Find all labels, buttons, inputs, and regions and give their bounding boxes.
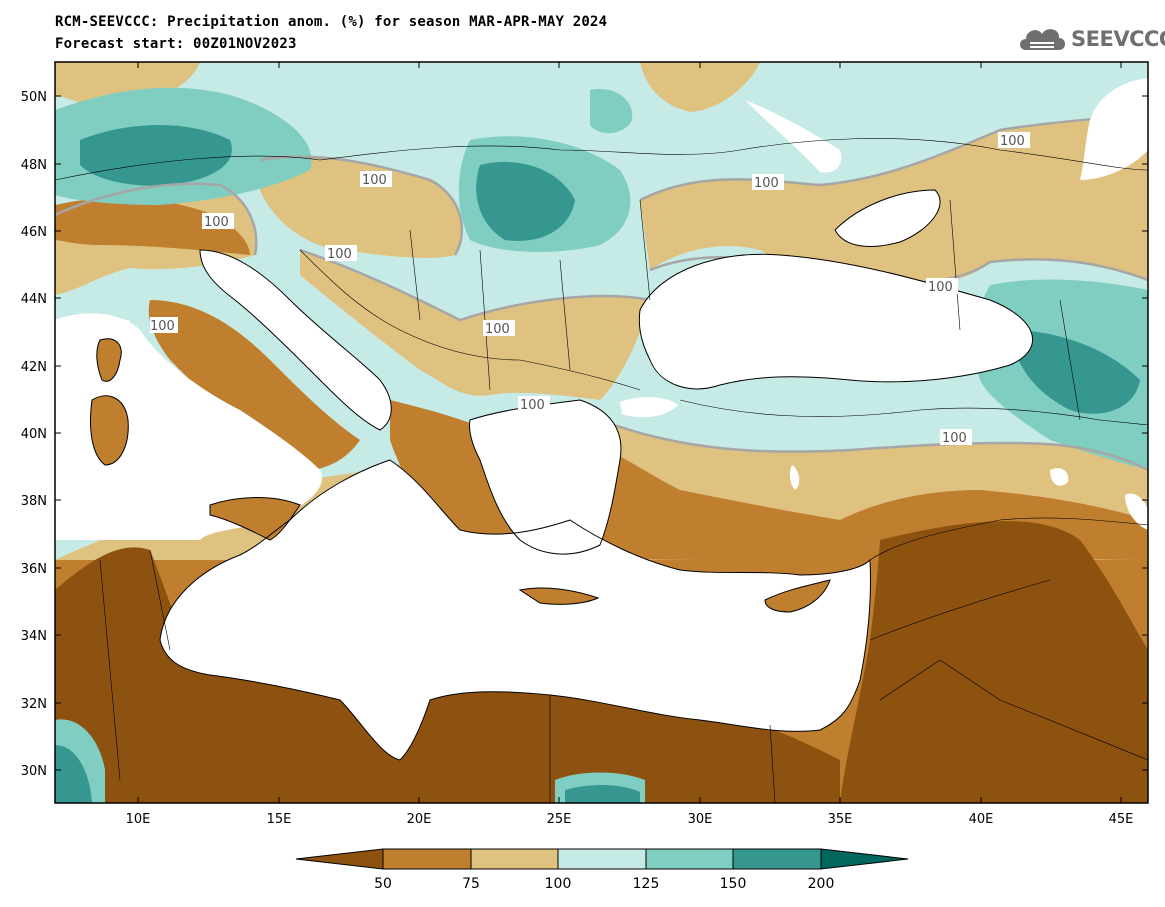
lat-label: 42N: [21, 360, 47, 375]
coastlines: [90, 189, 1034, 761]
longitude-axis: [137, 62, 1122, 803]
lon-label: 30E: [688, 812, 713, 827]
colorbar-label: 150: [720, 876, 747, 892]
contour-label: 100: [327, 247, 352, 262]
colorbar-segment-above-200: [820, 848, 909, 870]
colorbar-label: 75: [462, 876, 480, 892]
field-125-150-north: [590, 89, 633, 134]
lon-label: 15E: [267, 812, 292, 827]
contour-label: 100: [928, 280, 953, 295]
lat-label: 30N: [21, 764, 47, 779]
field-150-200-caucasus: [1010, 330, 1140, 414]
lon-label: 10E: [126, 812, 151, 827]
latitude-axis: [55, 95, 1148, 771]
seevccc-logo: SEEVCCC: [1016, 22, 1165, 56]
contour-label: 100: [520, 398, 545, 413]
lat-label: 46N: [21, 225, 47, 240]
colorbar-segment-125-150: [645, 848, 734, 870]
colorbar-segment-50-75: [382, 848, 472, 870]
lon-label: 25E: [547, 812, 572, 827]
contour-labels: 100 100 100 100 100 100 100 100 100 100: [150, 132, 1030, 446]
field-below-50-levant: [840, 521, 1148, 803]
latitude-labels: 50N 48N 46N 44N 42N 40N 38N 36N 34N 32N …: [21, 90, 47, 779]
lon-label: 35E: [828, 812, 853, 827]
lon-label: 45E: [1109, 812, 1134, 827]
colorbar-label: 100: [545, 876, 572, 892]
colorbar-label: 50: [374, 876, 392, 892]
contour-label: 100: [485, 322, 510, 337]
colorbar-segment-below-50: [295, 848, 384, 870]
cloud-icon: [1020, 29, 1065, 50]
field-150-200-hungary: [476, 161, 575, 241]
field-75-100-carpathian: [260, 156, 462, 258]
contour-label: 100: [754, 176, 779, 191]
lon-label: 20E: [407, 812, 432, 827]
field-150-200-egypt: [565, 784, 640, 803]
contour-label: 100: [362, 173, 387, 188]
contour-label: 100: [1000, 134, 1025, 149]
anomaly-field: [55, 62, 1148, 803]
field-75-100-north: [640, 62, 760, 112]
lat-label: 32N: [21, 697, 47, 712]
lat-label: 44N: [21, 292, 47, 307]
lat-label: 40N: [21, 427, 47, 442]
lat-label: 34N: [21, 629, 47, 644]
colorbar-segment-100-125: [557, 848, 647, 870]
lon-label: 40E: [969, 812, 994, 827]
logo-text: SEEVCCC: [1071, 27, 1165, 51]
contour-label: 100: [942, 431, 967, 446]
field-below-50-north-africa: [55, 547, 840, 803]
map-title: RCM-SEEVCCC: Precipitation anom. (%) for…: [55, 14, 608, 30]
field-150-200-libya: [55, 745, 92, 803]
longitude-labels: 10E 15E 20E 25E 30E 35E 40E 45E: [126, 812, 1134, 827]
contour-label: 100: [204, 215, 229, 230]
lat-label: 50N: [21, 90, 47, 105]
field-150-200-germany: [80, 125, 232, 186]
forecast-start-label: Forecast start: 00Z01NOV2023: [55, 36, 297, 52]
country-borders: [55, 138, 1148, 803]
colorbar: [295, 848, 909, 870]
field-50-75-italy: [148, 300, 360, 471]
colorbar-label: 200: [808, 876, 835, 892]
lat-label: 38N: [21, 494, 47, 509]
colorbar-labels: 50 75 100 125 150 200: [374, 876, 834, 892]
colorbar-label: 125: [633, 876, 660, 892]
lat-label: 48N: [21, 158, 47, 173]
contour-label: 100: [150, 319, 175, 334]
field-75-100-northwest: [55, 62, 200, 110]
lat-label: 36N: [21, 562, 47, 577]
field-75-100-balkans: [300, 250, 650, 400]
colorbar-segment-75-100: [470, 848, 559, 870]
colorbar-segment-150-200: [732, 848, 822, 870]
field-50-75-alps: [55, 198, 250, 255]
